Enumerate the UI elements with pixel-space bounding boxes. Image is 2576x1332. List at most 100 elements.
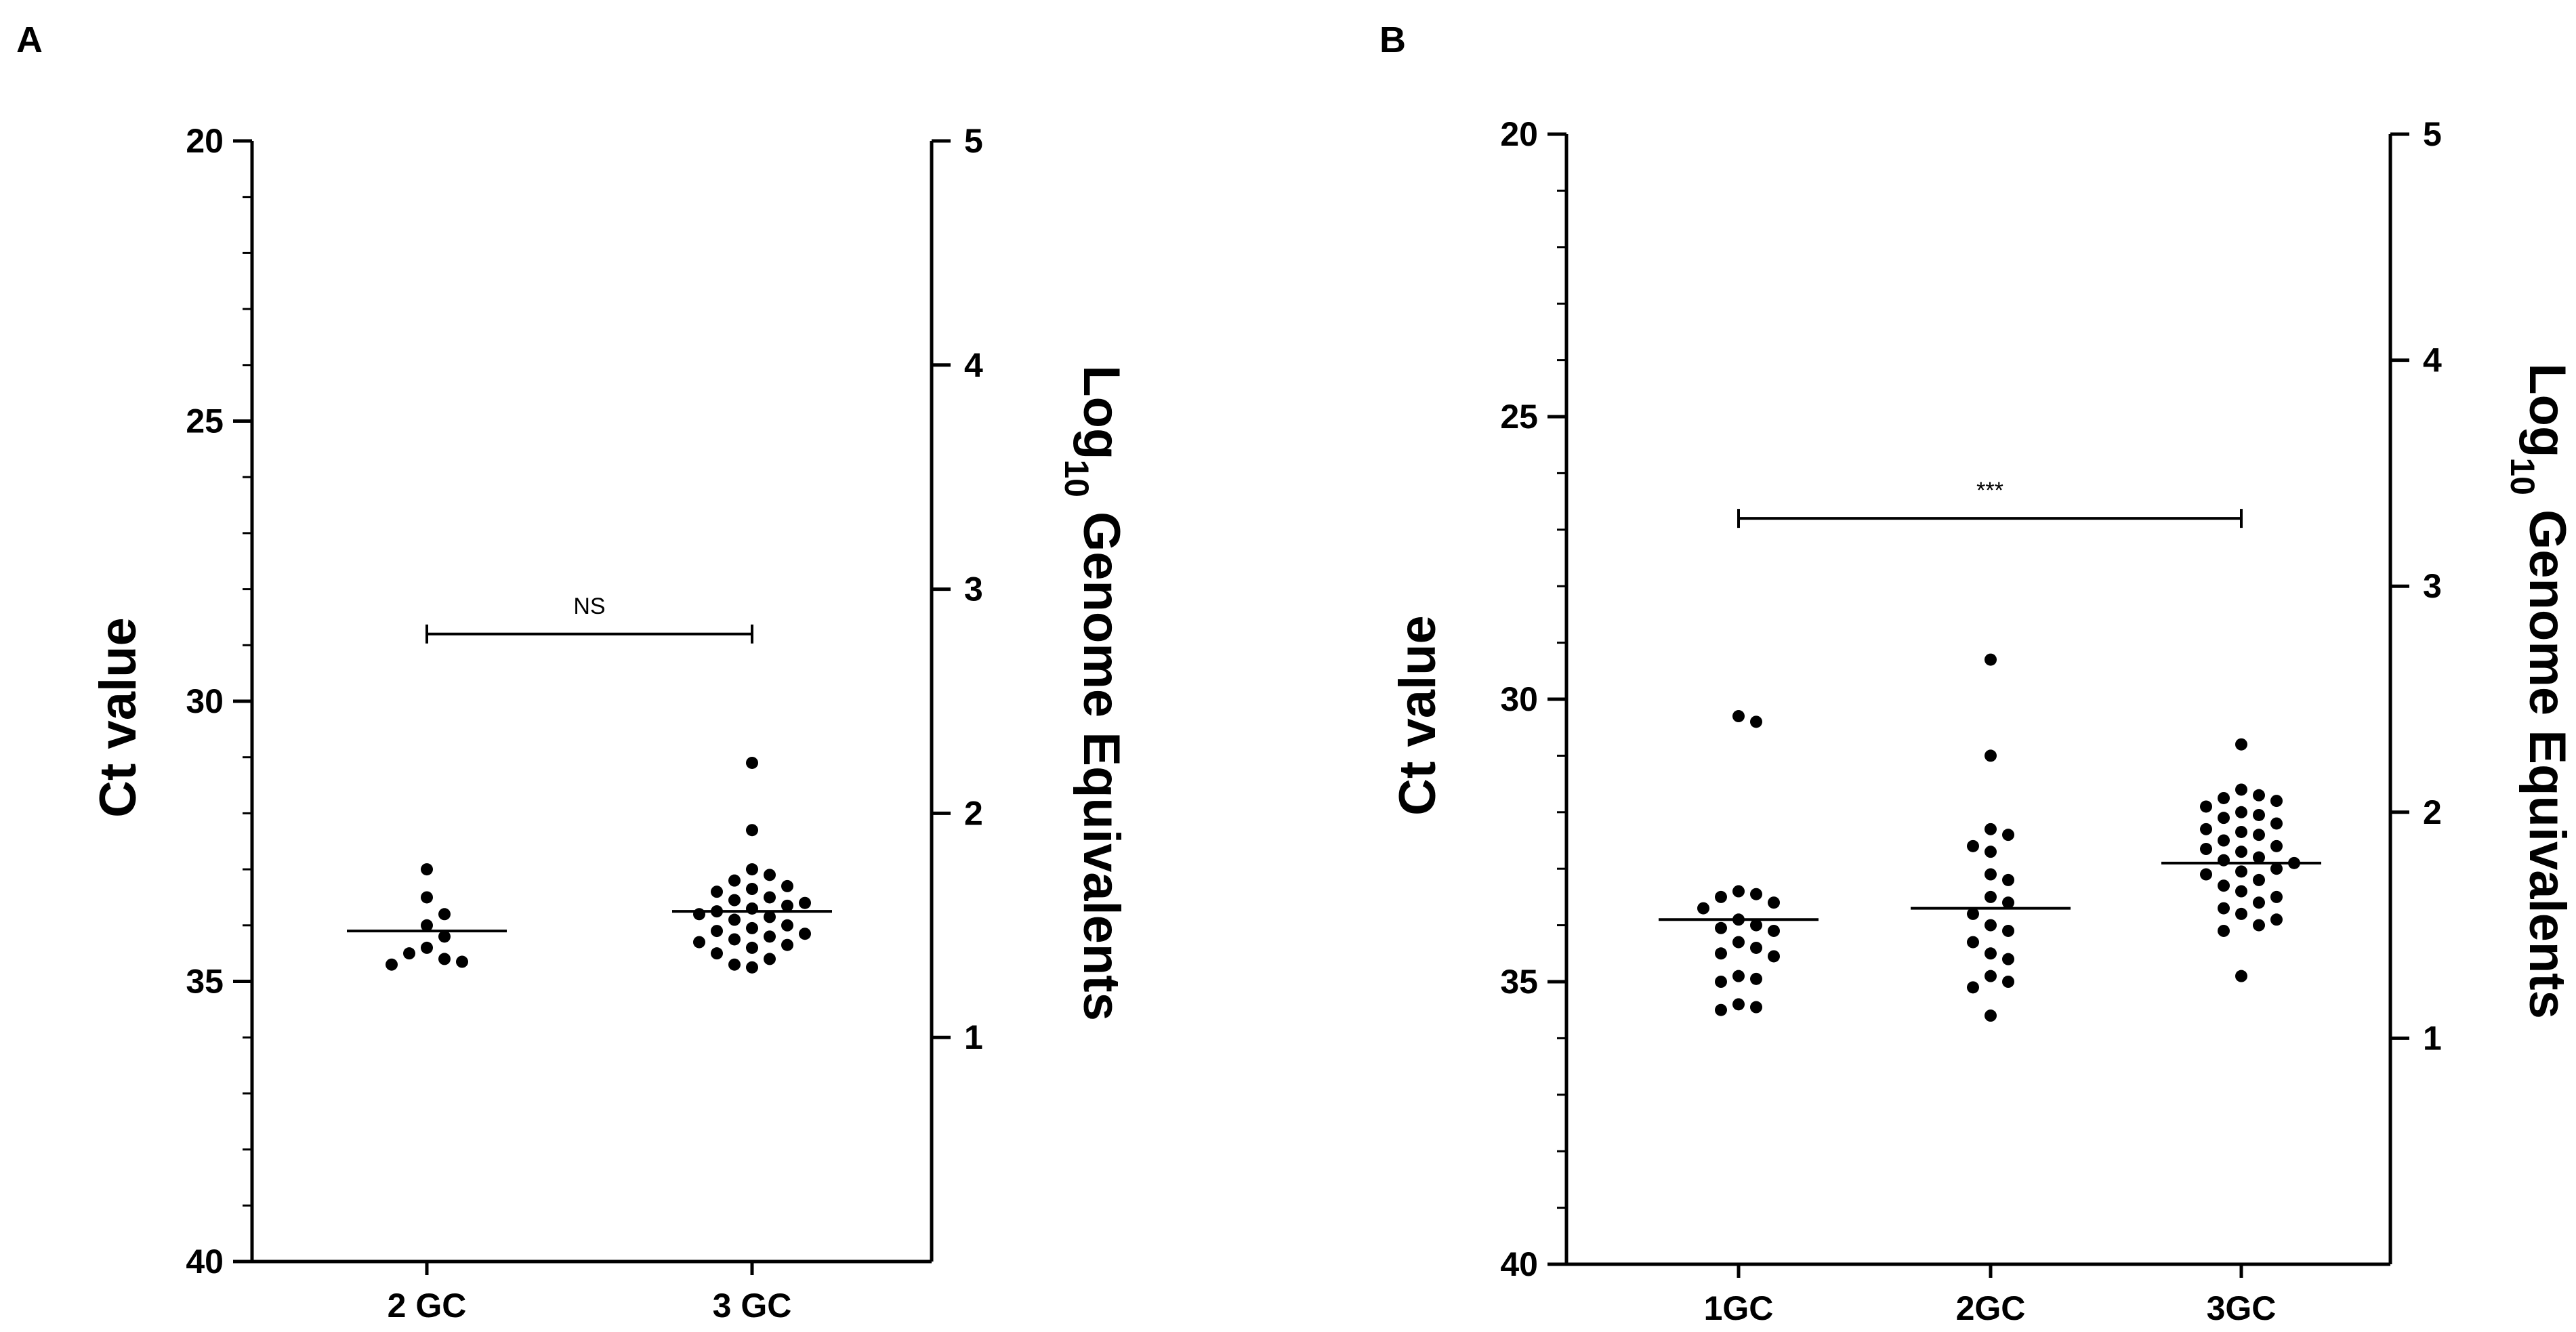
data-point-b (2002, 896, 2014, 909)
right-tick-label-b: 2 (2423, 793, 2442, 831)
data-point-a (799, 928, 811, 940)
data-point-b (2270, 862, 2283, 875)
data-point-b (1985, 868, 1997, 881)
data-point-b (1732, 885, 1745, 898)
data-point-a (693, 936, 705, 949)
data-point-b (2200, 800, 2212, 813)
y2-axis-title-b: Log10 Genome Equivalents (2504, 363, 2576, 1019)
data-point-a (746, 902, 758, 915)
left-tick-label-b: 30 (1500, 680, 1538, 718)
right-tick-label-b: 1 (2423, 1019, 2442, 1057)
data-point-b (1985, 947, 1997, 960)
data-point-b (2002, 924, 2014, 937)
data-point-b (1750, 1001, 1762, 1014)
left-tick-label-b: 35 (1500, 963, 1538, 1001)
data-point-a (421, 863, 433, 876)
data-point-a (438, 930, 451, 943)
data-point-b (1768, 924, 1780, 937)
data-point-a (728, 933, 741, 946)
data-point-b (2002, 953, 2014, 965)
right-tick-label-b: 4 (2423, 341, 2442, 379)
data-point-b (1985, 970, 1997, 982)
data-point-b (1768, 950, 1780, 963)
data-point-b (1985, 846, 1997, 858)
data-point-b (2270, 839, 2283, 852)
data-point-a (728, 874, 741, 887)
left-tick-label-b: 40 (1500, 1245, 1538, 1283)
data-point-b (1750, 972, 1762, 985)
left-tick-label-a: 35 (186, 963, 224, 1001)
left-tick-label-a: 40 (186, 1243, 224, 1281)
left-tick-label-a: 30 (186, 682, 224, 720)
data-point-b (2218, 924, 2230, 937)
data-point-b (1715, 947, 1727, 960)
data-point-a (711, 925, 723, 938)
data-point-b (2270, 817, 2283, 830)
data-point-a (781, 899, 793, 912)
data-point-b (2270, 913, 2283, 926)
data-point-b (1732, 970, 1745, 982)
data-point-b (2235, 806, 2247, 818)
data-point-b (1750, 919, 1762, 932)
data-point-b (1985, 653, 1997, 666)
data-point-a (781, 938, 793, 951)
data-point-a (746, 941, 758, 954)
data-point-a (711, 947, 723, 960)
data-point-b (1985, 1010, 1997, 1022)
y2-axis-title-rest-b: Genome Equivalents (2518, 495, 2576, 1019)
data-point-b (2235, 846, 2247, 858)
y2-axis-title-sub-b: 10 (2504, 457, 2541, 495)
data-point-b (1715, 1003, 1727, 1016)
data-point-b (2235, 825, 2247, 838)
data-point-b (1750, 888, 1762, 900)
panel-label-b: B (1379, 20, 1406, 60)
data-point-b (2253, 829, 2265, 841)
data-point-b (1715, 921, 1727, 934)
right-tick-label-b: 5 (2423, 115, 2442, 153)
data-point-a (421, 891, 433, 904)
left-tick-label-b: 20 (1500, 115, 1538, 153)
left-tick-label-a: 25 (186, 402, 224, 440)
data-point-a (746, 756, 758, 769)
data-point-a (746, 863, 758, 876)
data-point-b (1750, 941, 1762, 954)
y2-axis-title-sub-a: 10 (1058, 459, 1096, 497)
data-point-a (764, 869, 776, 881)
right-tick-label-a: 4 (964, 346, 983, 384)
data-point-a (728, 894, 741, 907)
data-point-b (2200, 823, 2212, 835)
data-point-a (728, 913, 741, 926)
data-point-b (2002, 873, 2014, 886)
category-label-b: 2GC (1956, 1289, 2026, 1327)
data-point-a (746, 961, 758, 974)
data-point-b (1985, 749, 1997, 762)
right-tick-label-b: 3 (2423, 567, 2442, 605)
data-point-b (2218, 791, 2230, 804)
data-point-a (421, 919, 433, 932)
data-point-b (2235, 970, 2247, 982)
data-point-b (1967, 839, 1979, 852)
y2-axis-title-log-a: Log (1073, 365, 1130, 459)
data-point-b (2002, 976, 2014, 988)
data-point-a (764, 930, 776, 943)
data-point-a (438, 953, 451, 965)
data-point-a (746, 883, 758, 896)
data-point-b (2218, 812, 2230, 825)
data-point-b (2218, 902, 2230, 915)
right-tick-label-a: 1 (964, 1018, 983, 1056)
data-point-a (781, 919, 793, 932)
data-point-a (403, 947, 415, 960)
left-tick-label-a: 20 (186, 122, 224, 160)
data-point-b (2253, 808, 2265, 821)
significance-label-b: *** (1976, 478, 2003, 503)
y2-axis-title-a: Log10 Genome Equivalents (1058, 365, 1130, 1021)
data-point-b (1967, 907, 1979, 920)
y2-axis-title-log-b: Log (2518, 363, 2576, 457)
data-point-a (764, 911, 776, 923)
data-point-b (2200, 868, 2212, 881)
data-point-b (2235, 885, 2247, 898)
data-point-a (421, 941, 433, 954)
data-point-a (781, 879, 793, 892)
right-tick-label-a: 3 (964, 570, 983, 608)
